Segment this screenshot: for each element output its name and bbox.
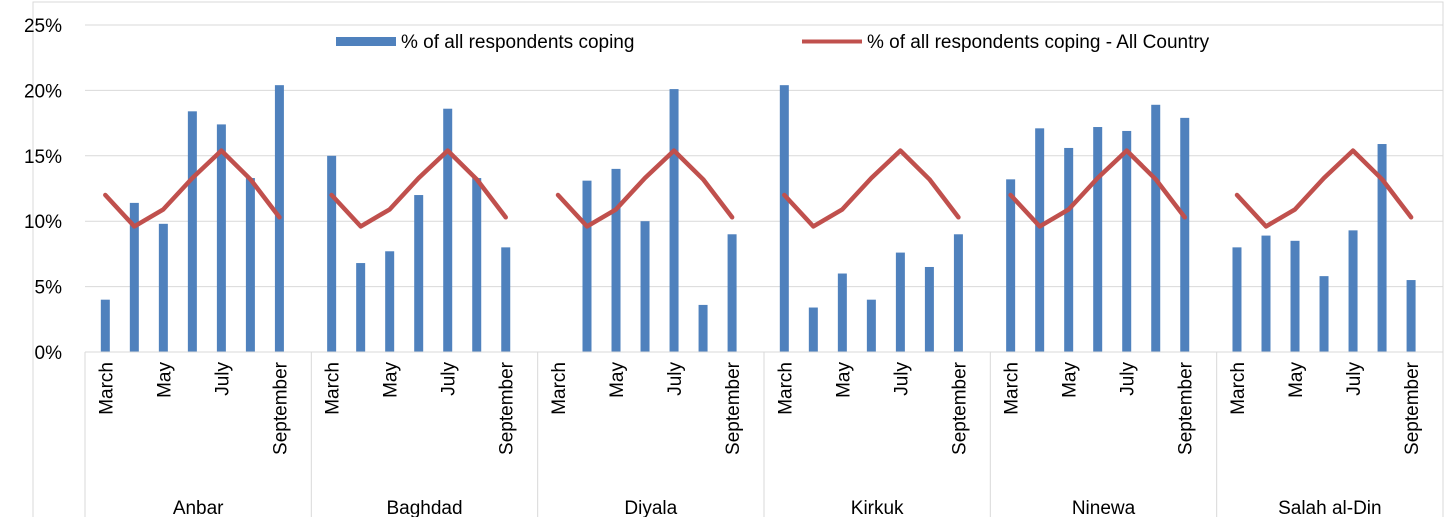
bar <box>924 266 934 352</box>
y-tick-label: 20% <box>24 81 62 102</box>
gridlines <box>85 24 1443 288</box>
x-tick-label: July <box>1344 362 1365 396</box>
bar <box>385 251 395 352</box>
bar <box>443 108 453 352</box>
bar <box>216 124 226 353</box>
series-line <box>103 148 282 229</box>
bar <box>356 263 366 352</box>
series-line <box>329 148 508 229</box>
x-tick-label: September <box>497 361 518 455</box>
bar <box>472 178 482 352</box>
bar <box>895 252 905 352</box>
y-tick-label: 15% <box>24 147 62 168</box>
line-series <box>103 148 1414 229</box>
bar <box>501 247 511 352</box>
bar <box>1122 130 1132 352</box>
group-label: Diyala <box>624 498 677 517</box>
x-tick-label: September <box>1176 361 1197 455</box>
group-label: Anbar <box>173 498 224 517</box>
bar <box>129 202 139 352</box>
series-line <box>1234 148 1414 229</box>
bar <box>669 89 679 352</box>
bar <box>779 85 789 352</box>
x-tick-label: September <box>270 361 291 455</box>
x-tick-label: May <box>381 362 402 398</box>
bar <box>1151 104 1161 353</box>
x-tick-label: July <box>212 362 233 396</box>
x-tick-label: September <box>1402 361 1423 455</box>
x-tick-label: May <box>607 362 628 398</box>
x-tick-label: July <box>1118 362 1139 396</box>
chart-area-border <box>32 1 1444 522</box>
bar <box>611 168 621 352</box>
bar-series <box>100 85 1416 353</box>
bar <box>1348 230 1358 352</box>
bar <box>1377 144 1387 352</box>
bar <box>1180 117 1190 352</box>
bar <box>727 234 737 352</box>
legend: % of all respondents coping % of all res… <box>336 32 1210 53</box>
x-tick-label: March <box>323 362 344 415</box>
bar <box>158 223 168 352</box>
series-line <box>1008 148 1187 229</box>
x-tick-label: July <box>665 362 686 396</box>
bar <box>187 111 197 352</box>
bar <box>1406 280 1416 352</box>
bar <box>837 273 847 352</box>
y-tick-label: 5% <box>35 278 63 299</box>
bar <box>327 155 337 352</box>
group-label: Baghdad <box>386 498 462 517</box>
bar <box>414 195 424 352</box>
series-line <box>782 148 961 229</box>
x-tick-label: May <box>154 362 175 398</box>
x-tick-label: May <box>1286 362 1307 398</box>
x-tick-label: March <box>775 362 796 415</box>
x-tick-label: July <box>891 362 912 396</box>
y-tick-label: 25% <box>24 16 62 37</box>
bar <box>1035 128 1045 352</box>
y-axis-ticks: 0% 5% 10% 15% 20% 25% <box>24 16 62 364</box>
group-label: Salah al-Din <box>1278 498 1382 517</box>
x-tick-label: May <box>1060 362 1081 398</box>
y-tick-label: 0% <box>35 343 63 364</box>
bar <box>866 299 876 352</box>
bar <box>1093 127 1103 352</box>
x-tick-label: July <box>439 362 460 396</box>
x-tick-label: March <box>1228 362 1249 415</box>
x-tick-label: March <box>549 362 570 415</box>
x-tick-label: March <box>96 362 117 415</box>
legend-label-line: % of all respondents coping - All Countr… <box>867 32 1210 53</box>
legend-swatch-bar <box>336 37 396 46</box>
bar <box>1261 235 1271 352</box>
bar <box>808 307 818 352</box>
bar <box>1064 147 1074 352</box>
x-tick-label: March <box>1002 362 1023 415</box>
series-line <box>555 148 735 229</box>
x-tick-label: September <box>723 361 744 455</box>
bar <box>640 221 650 352</box>
y-tick-label: 10% <box>24 212 62 233</box>
bar <box>1232 247 1242 352</box>
group-label: Ninewa <box>1072 498 1136 517</box>
bar <box>1290 240 1300 352</box>
legend-label-bar: % of all respondents coping <box>401 32 634 53</box>
bar <box>245 178 255 352</box>
bar <box>1319 276 1329 352</box>
bar <box>953 234 963 352</box>
bar <box>100 299 110 352</box>
x-axis: March May July September Anbar March May July Se… <box>84 351 1444 519</box>
x-tick-label: May <box>833 362 854 398</box>
bar <box>582 180 592 352</box>
group-label: Kirkuk <box>851 498 904 517</box>
bar <box>698 304 708 352</box>
x-tick-label: September <box>949 361 970 455</box>
bar <box>1006 179 1016 352</box>
